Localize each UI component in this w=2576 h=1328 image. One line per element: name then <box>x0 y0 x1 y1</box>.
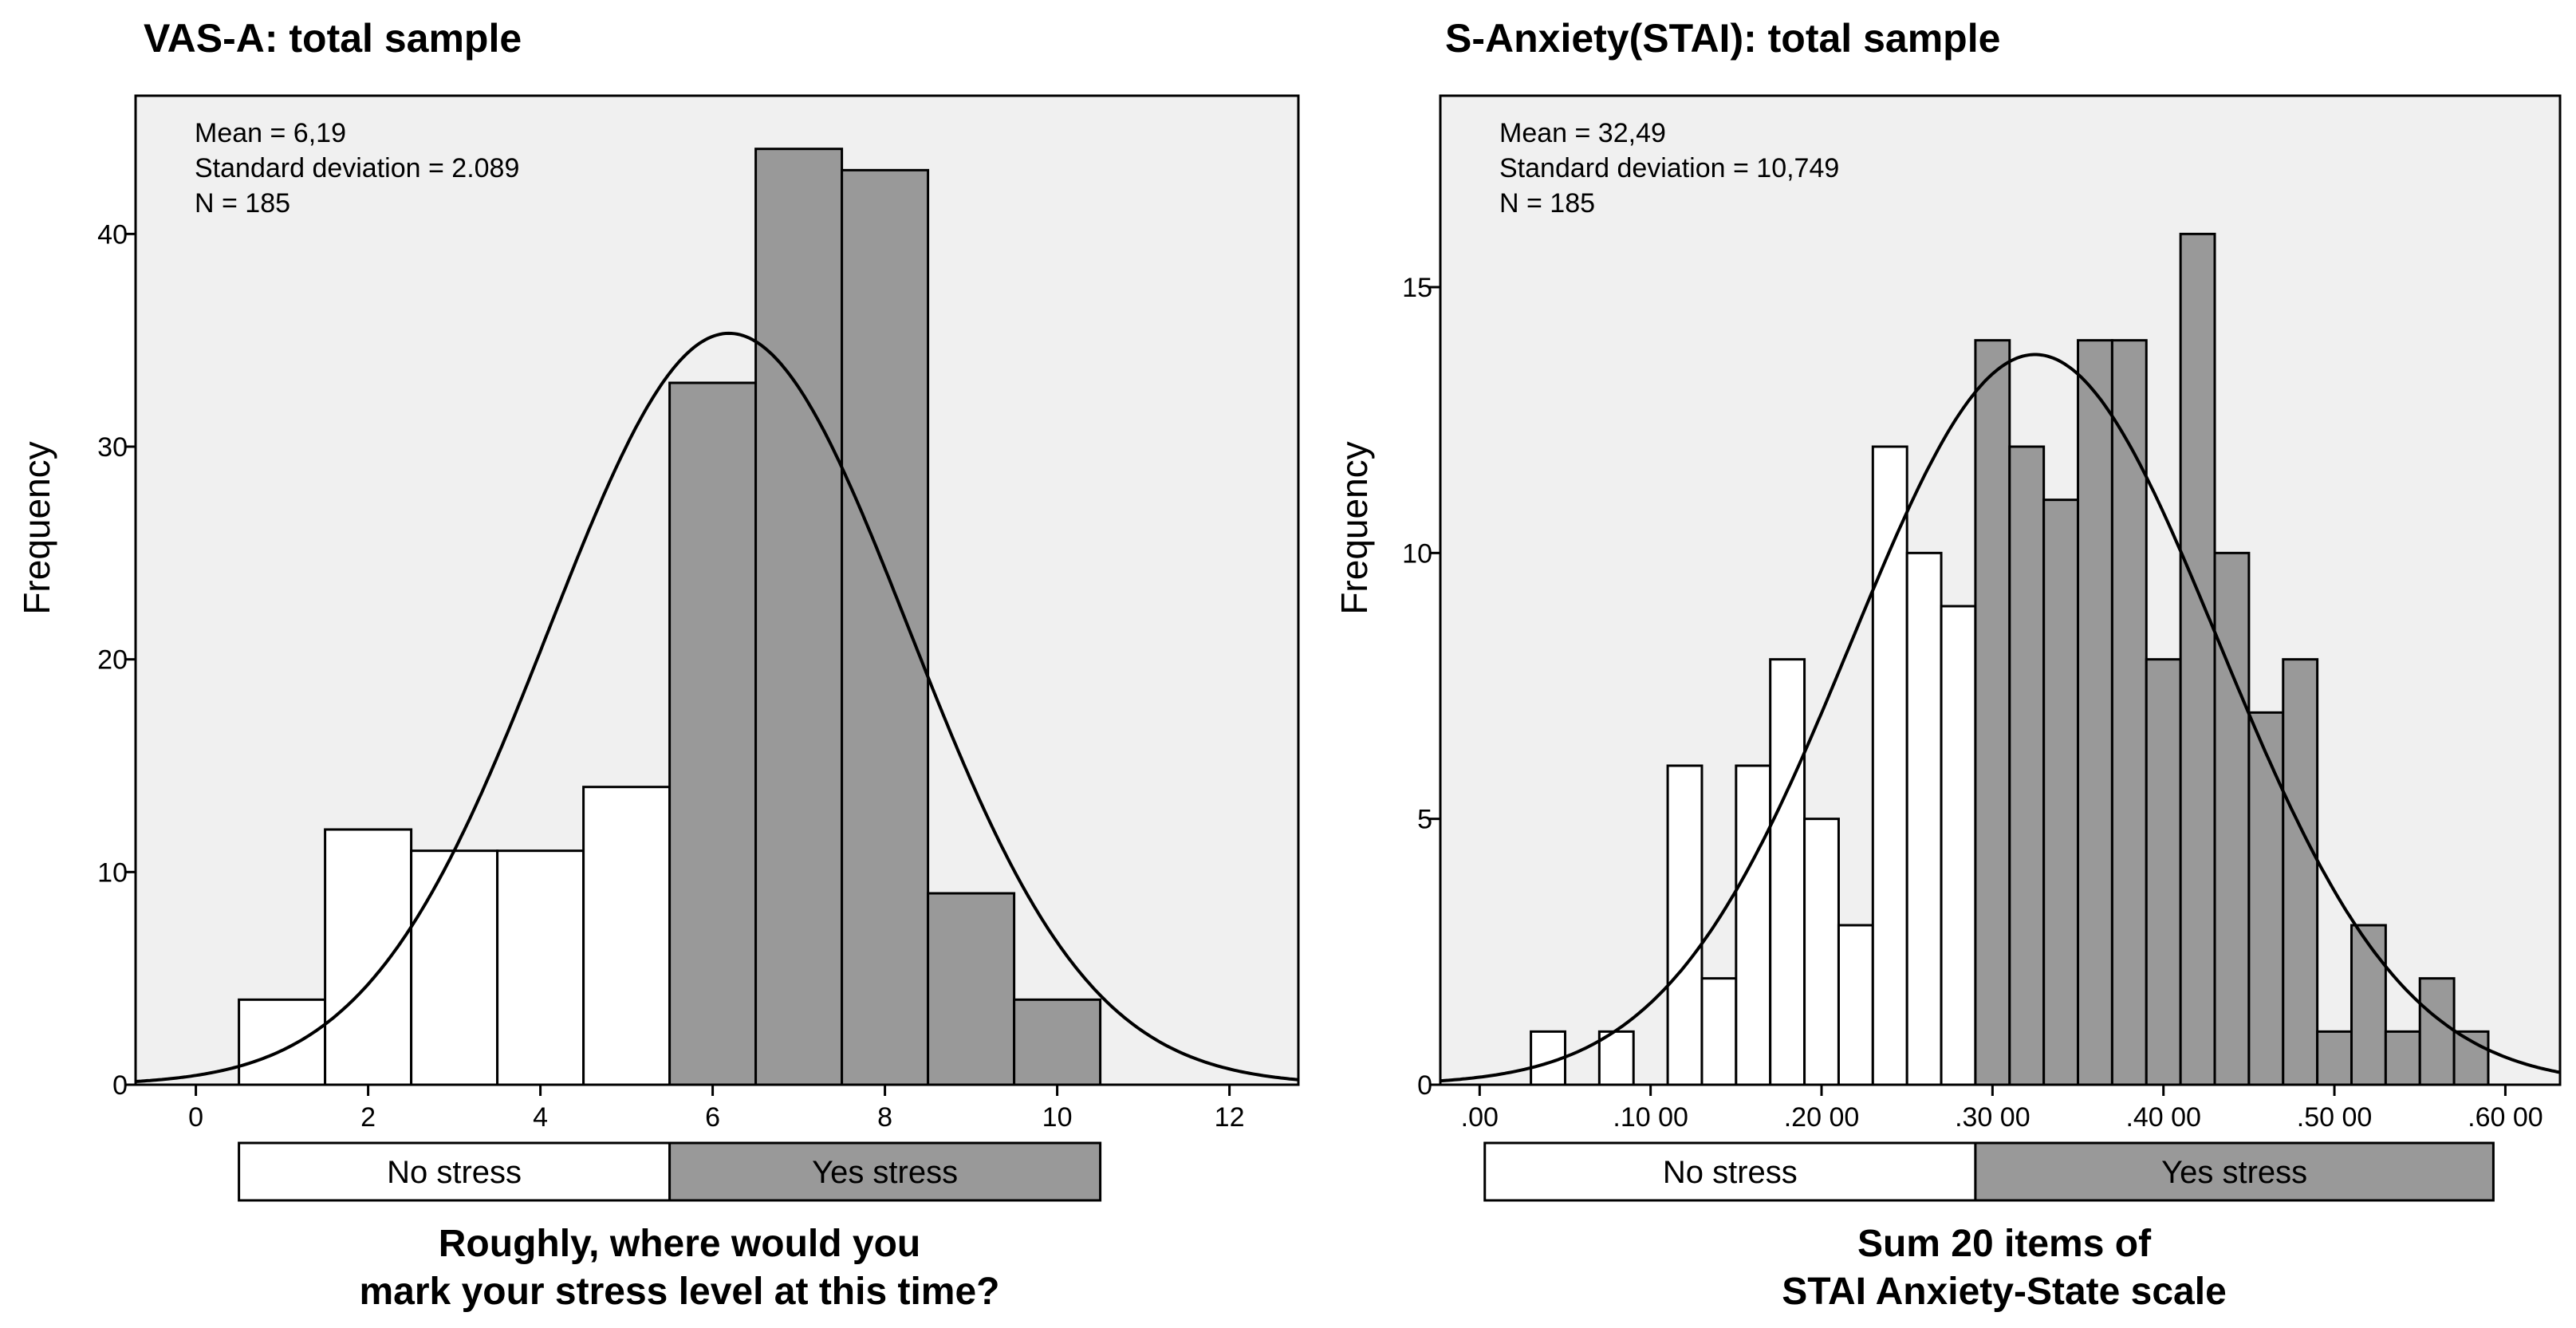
y-axis-label: Frequency <box>16 441 57 614</box>
chart-panel-1: VAS-A: total sample Mean = 6,19 Standard d… <box>16 16 1300 1313</box>
histogram-bar <box>1700 977 1738 1086</box>
histogram-bar <box>410 849 499 1086</box>
legend-label: Yes stress <box>812 1155 958 1190</box>
histogram-bar <box>324 828 413 1086</box>
x-tick-label: 6 <box>705 1102 720 1133</box>
histogram-bar <box>2145 658 2182 1086</box>
histogram-bar <box>2008 445 2046 1086</box>
chart-title: S-Anxiety(STAI): total sample <box>1445 16 2000 61</box>
x-axis-label: mark your stress level at this time? <box>359 1271 999 1313</box>
histogram-bar <box>1974 339 2011 1086</box>
histogram-bar <box>927 892 1016 1086</box>
stat-line: Mean = 6,19 <box>195 118 346 148</box>
stress-legend: No stress Yes stress <box>238 1141 1102 1202</box>
histogram-bar <box>668 381 758 1086</box>
x-tick-label: 2 <box>360 1102 376 1133</box>
y-tick-label: 0 <box>1417 1070 1432 1101</box>
normal-curve <box>135 331 1299 1083</box>
histogram-bar <box>2350 924 2387 1086</box>
histogram-bar <box>1769 658 1806 1086</box>
histogram-bar <box>2418 977 2456 1086</box>
x-tick-label: 12 <box>1215 1102 1245 1133</box>
x-tick-label: .20 00 <box>1784 1102 1860 1133</box>
y-tick-label: 40 <box>97 219 128 250</box>
histogram-bar <box>1905 551 1943 1086</box>
histogram-bar <box>1803 818 1840 1086</box>
stat-line: N = 185 <box>195 188 290 219</box>
x-tick-label: .60 00 <box>2468 1102 2543 1133</box>
stress-legend: No stress Yes stress <box>1483 1141 2495 1202</box>
histogram-bar <box>1735 764 1772 1086</box>
chart-title: VAS-A: total sample <box>144 16 522 61</box>
histogram-bar <box>2213 551 2251 1086</box>
plot-frame <box>134 94 1300 1086</box>
normal-curve <box>1440 353 2561 1083</box>
histogram-bar <box>1940 605 1977 1086</box>
histogram-bar <box>2179 232 2216 1086</box>
y-tick-label: 5 <box>1417 805 1432 835</box>
histogram-bar <box>1837 924 1874 1086</box>
histogram-bar <box>238 998 327 1086</box>
histogram-bar <box>582 786 672 1086</box>
histogram-bar <box>496 849 585 1086</box>
legend-label: No stress <box>1663 1155 1798 1190</box>
x-tick-label: .10 00 <box>1613 1102 1688 1133</box>
histogram-bar <box>1013 998 1102 1086</box>
x-tick-label: 4 <box>533 1102 548 1133</box>
legend-no-stress <box>238 1141 672 1202</box>
x-axis-label: Roughly, where would you <box>439 1223 920 1265</box>
x-axis-label: STAI Anxiety-State scale <box>1782 1271 2227 1313</box>
x-tick-label: .50 00 <box>2297 1102 2373 1133</box>
legend-label: No stress <box>387 1155 522 1190</box>
stat-line: N = 185 <box>1499 188 1595 219</box>
x-tick-label: .40 00 <box>2125 1102 2201 1133</box>
histogram-bar <box>2384 1030 2421 1086</box>
histogram-bar <box>2247 711 2285 1086</box>
x-tick-label: .30 00 <box>1955 1102 2030 1133</box>
y-tick-label: 30 <box>97 432 128 463</box>
histogram-bar <box>2316 1030 2353 1086</box>
legend-yes-stress <box>668 1141 1102 1202</box>
x-tick-label: 0 <box>188 1102 203 1133</box>
stat-line: Standard deviation = 10,749 <box>1499 153 1839 183</box>
histogram-bar <box>2282 658 2319 1086</box>
y-tick-label: 10 <box>1402 538 1432 569</box>
y-tick-label: 20 <box>97 645 128 676</box>
histogram-bar <box>2110 339 2148 1086</box>
y-tick-label: 0 <box>112 1070 128 1101</box>
histogram-bar <box>2042 498 2080 1086</box>
x-axis-label: Sum 20 items of <box>1857 1223 2152 1265</box>
legend-yes-stress <box>1974 1141 2495 1202</box>
histogram-bar <box>1666 764 1704 1086</box>
histogram-bar <box>754 148 844 1086</box>
stat-line: Mean = 32,49 <box>1499 118 1666 148</box>
legend-label: Yes stress <box>2161 1155 2307 1190</box>
chart-panel-2: S-Anxiety(STAI): total sample Mean = 32,4… <box>1333 16 2562 1313</box>
histogram-bar <box>2077 339 2113 1086</box>
y-tick-label: 10 <box>97 857 128 888</box>
y-axis-label: Frequency <box>1333 441 1375 614</box>
histogram-bar <box>841 168 930 1086</box>
x-tick-label: 10 <box>1042 1102 1073 1133</box>
x-tick-label: .00 <box>1461 1102 1499 1133</box>
y-tick-label: 15 <box>1402 273 1432 303</box>
x-tick-label: 8 <box>877 1102 892 1133</box>
histogram-bar <box>1871 445 1908 1086</box>
plot-frame <box>1439 94 2562 1086</box>
stat-line: Standard deviation = 2.089 <box>195 153 519 183</box>
